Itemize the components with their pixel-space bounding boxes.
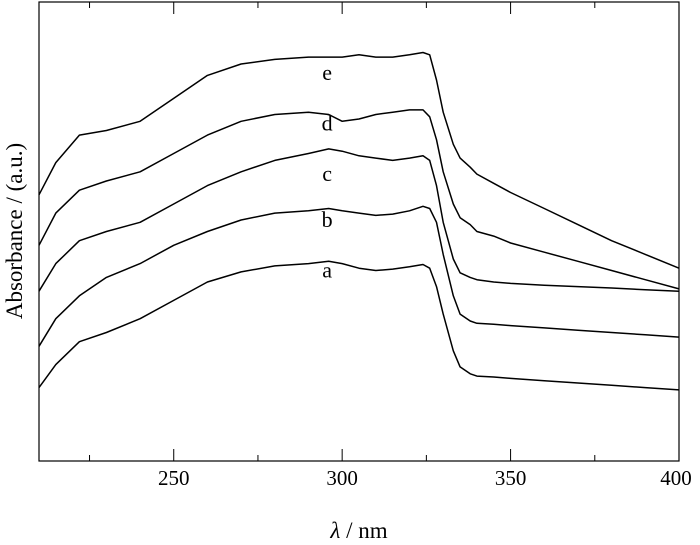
spectrum-b bbox=[38, 205, 680, 347]
spectrum-c bbox=[38, 148, 680, 292]
x-tick-label: 400 bbox=[660, 466, 692, 490]
x-axis-ticks bbox=[89, 2, 680, 461]
x-tick-label: 300 bbox=[326, 466, 358, 490]
x-axis-tick-labels: 250 300 350 400 bbox=[158, 466, 692, 490]
curve-label-e: e bbox=[322, 60, 332, 85]
curve-label-a: a bbox=[322, 257, 332, 282]
curve-label-c: c bbox=[322, 161, 332, 186]
spectrum-d bbox=[38, 109, 680, 290]
curve-label-b: b bbox=[322, 207, 333, 232]
spectrum-e bbox=[38, 51, 680, 269]
x-axis-label: λ / nm bbox=[329, 518, 387, 543]
curve-label-d: d bbox=[322, 111, 333, 136]
x-tick-label: 350 bbox=[495, 466, 527, 490]
y-axis-label: Absorbance / (a.u.) bbox=[2, 143, 27, 319]
x-tick-label: 250 bbox=[158, 466, 190, 490]
spectrum-a bbox=[38, 260, 680, 391]
spectra-curves bbox=[38, 51, 680, 391]
plot-frame bbox=[38, 1, 680, 462]
